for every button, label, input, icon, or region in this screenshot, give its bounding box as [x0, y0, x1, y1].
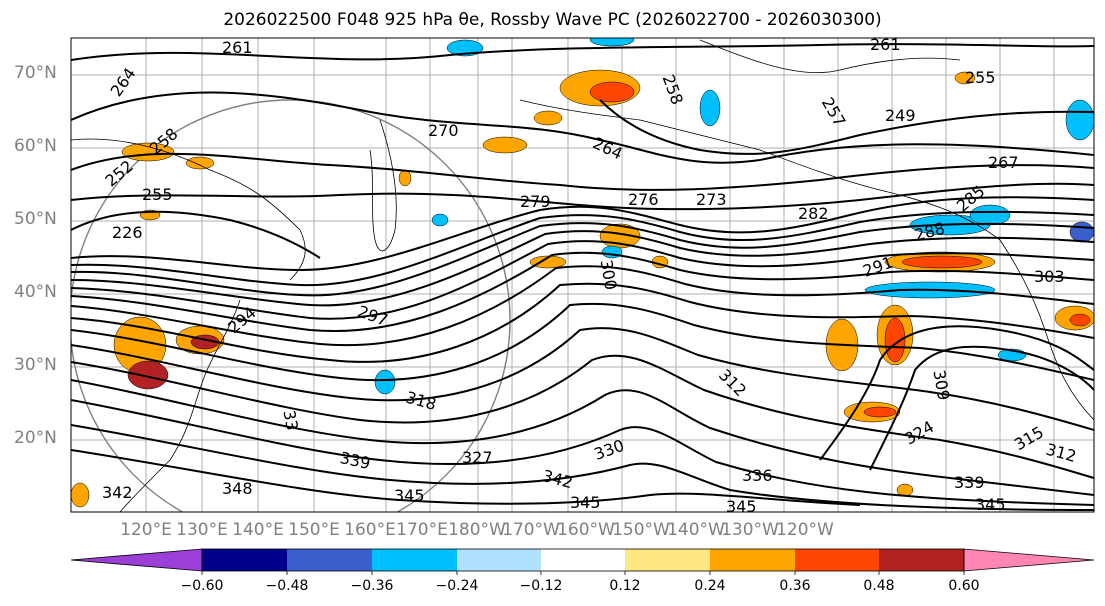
- colorbar-tick-label: 0.60: [948, 578, 980, 594]
- contour-label: 249: [885, 106, 916, 125]
- colorbar: [70, 548, 1095, 575]
- lon-label: 120°W: [776, 520, 834, 540]
- contour-label: 345: [570, 493, 601, 512]
- lon-label: 150°W: [612, 520, 670, 540]
- contour-label: 33: [279, 409, 301, 432]
- lon-label: 130°W: [721, 520, 779, 540]
- anomaly-patches: [71, 38, 1094, 508]
- map-title: 2026022500 F048 925 hPa θe, Rossby Wave …: [223, 10, 882, 30]
- lat-label: 70°N: [14, 63, 57, 83]
- colorbar-segment: [372, 549, 457, 571]
- contour-label: 267: [988, 153, 1019, 172]
- colorbar-tick-label: 0.24: [694, 578, 726, 594]
- lat-label: 20°N: [14, 428, 57, 448]
- colorbar-segment: [287, 549, 372, 571]
- range-circle: [71, 99, 511, 512]
- contour-label: 279: [520, 192, 551, 211]
- colorbar-tick-label: 0.36: [779, 578, 811, 594]
- contour-label: 303: [1034, 267, 1065, 286]
- contour-lines: [71, 43, 1094, 511]
- lon-label: 160°E: [344, 520, 396, 540]
- colorbar-tick-label: −0.36: [350, 578, 394, 594]
- colorbar-extend-high: [963, 548, 1095, 572]
- colorbar-tick-label: −0.24: [435, 578, 479, 594]
- colorbar-segment: [625, 549, 710, 571]
- contour-label: 345: [975, 495, 1006, 514]
- colorbar-tick-label: −0.48: [265, 578, 309, 594]
- contour-label: 342: [102, 483, 133, 502]
- lon-label: 180°W: [448, 520, 506, 540]
- contour-label: 336: [742, 466, 773, 485]
- colorbar-segment: [795, 549, 879, 571]
- lon-label: 140°W: [667, 520, 725, 540]
- colorbar-segment: [710, 549, 795, 571]
- contour-label: 255: [142, 185, 173, 204]
- contour-label: 226: [112, 223, 143, 242]
- lon-label: 130°E: [176, 520, 228, 540]
- contour-label: 276: [628, 190, 659, 209]
- lat-label: 30°N: [14, 355, 57, 375]
- lon-label: 170°E: [396, 520, 448, 540]
- contour-label: 345: [726, 497, 757, 516]
- contour-label: 348: [222, 479, 253, 498]
- colorbar-tick-label: −0.12: [519, 578, 563, 594]
- coastlines: [71, 39, 1094, 512]
- contour-label: 270: [428, 121, 459, 140]
- contour-label: 282: [798, 204, 829, 223]
- colorbar-segment: [879, 549, 964, 571]
- colorbar-segment: [202, 549, 287, 571]
- lat-label: 40°N: [14, 282, 57, 302]
- contour-label: 255: [965, 68, 996, 87]
- contour-label: 261: [222, 38, 253, 57]
- colorbar-tick-label: 0.12: [609, 578, 641, 594]
- contour-label: 273: [696, 190, 727, 209]
- contour-label: 339: [954, 473, 985, 492]
- lon-label: 170°W: [502, 520, 560, 540]
- colorbar-tick-label: 0.48: [863, 578, 895, 594]
- map-plot-area: [71, 38, 1094, 512]
- colorbar-tick-label: −0.60: [180, 578, 224, 594]
- contour-label: 261: [870, 35, 901, 54]
- colorbar-segment: [541, 549, 625, 571]
- contour-label: 327: [462, 448, 493, 467]
- lon-label: 120°E: [120, 520, 172, 540]
- lat-label: 50°N: [14, 209, 57, 229]
- lon-label: 150°E: [288, 520, 340, 540]
- colorbar-extend-low: [70, 548, 203, 572]
- lat-label: 60°N: [14, 136, 57, 156]
- lon-label: 160°W: [557, 520, 615, 540]
- contour-label: 345: [394, 486, 425, 505]
- colorbar-segment: [457, 549, 541, 571]
- lon-label: 140°E: [232, 520, 284, 540]
